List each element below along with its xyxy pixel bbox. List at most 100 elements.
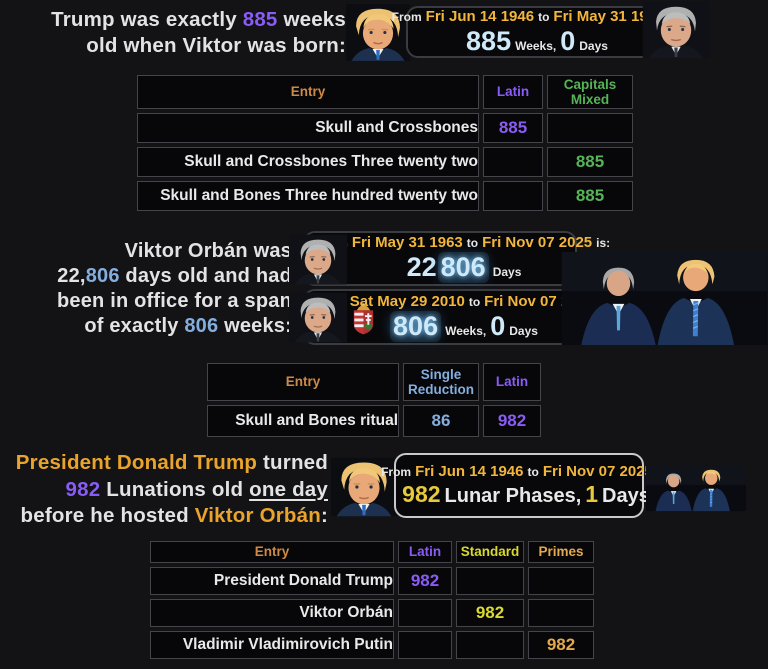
calc-value-days: 1 (585, 481, 599, 507)
highlight-trump-name: President Donald Trump (15, 451, 258, 474)
calc-unit-weeks: Weeks, (445, 323, 487, 338)
entry-cell: Skull and Crossbones (137, 113, 479, 143)
gematria-table-skull-crossbones: Entry Latin Capitals Mixed Skull and Cro… (133, 71, 637, 215)
highlight-806: 806 (184, 315, 219, 337)
hungary-coat-of-arms-icon (351, 302, 376, 336)
calc-to-label: to (538, 9, 550, 24)
single-reduction-value-cell: 86 (403, 405, 479, 437)
capitals-mixed-value-cell: 885 (547, 181, 633, 211)
calc-unit-days: Days (579, 38, 608, 53)
calc-from-date: Fri Jun 14 1946 (425, 7, 535, 25)
latin-value-cell (483, 147, 543, 177)
calc-from-date: Sat May 29 2010 (349, 292, 465, 310)
table-row: Skull and Bones Three hundred twenty two… (137, 181, 633, 211)
standard-value-cell: 982 (456, 599, 524, 627)
gematria-table-982: Entry Latin Standard Primes President Do… (146, 537, 598, 663)
entry-cell: Skull and Bones Three hundred twenty two (137, 181, 479, 211)
entry-cell: President Donald Trump (150, 567, 394, 595)
highlight-885: 885 (242, 8, 278, 31)
latin-value-cell: 885 (483, 113, 543, 143)
entry-cell: Skull and Crossbones Three twenty two (137, 147, 479, 177)
calc-to-date: Fri Nov 07 2025 (542, 463, 653, 480)
latin-value-cell (483, 181, 543, 211)
highlight-982: 982 (65, 477, 101, 501)
column-header-latin: Latin (483, 363, 541, 401)
headline-orban-days: Viktor Orbán was 22,806 days old and had… (10, 239, 292, 339)
date-calculator-lunar-982: From Fri Jun 14 1946 to Fri Nov 07 2025 … (381, 453, 671, 518)
table-row: Skull and Crossbones 885 (137, 113, 633, 143)
entry-cell: Viktor Orbán (150, 599, 394, 627)
calc-unit-days: Days (602, 485, 650, 507)
headline-text: Lunations old (100, 477, 250, 501)
column-header-single-reduction: Single Reduction (403, 363, 479, 401)
headline-text: Viktor Orbán was (124, 240, 292, 262)
underlined-one-day: one day (249, 477, 328, 501)
calc-to-date: Fri May 31 1963 (553, 7, 665, 25)
entry-cell: Skull and Bones ritual (207, 405, 399, 437)
calc-from-label: From (391, 9, 422, 24)
orban-photo (289, 291, 347, 344)
headline-text: old when Viktor was born: (86, 34, 346, 57)
column-header-entry: Entry (150, 541, 394, 563)
calc-value-days: 0 (560, 25, 576, 56)
latin-value-cell (398, 599, 452, 627)
date-calculator-days-22806: From Fri May 31 1963 to Fri Nov 07 2025 … (303, 231, 610, 286)
calc-value-weeks: 885 (466, 25, 512, 56)
headline-text: : (320, 504, 328, 527)
calc-from-date: Fri Jun 14 1946 (415, 463, 524, 480)
headline-trump-lunations: President Donald Trump turned 982 Lunati… (10, 450, 328, 530)
calc-to-label: to (468, 294, 481, 309)
headline-text: of exactly (84, 315, 185, 337)
headline-text: weeks (277, 8, 346, 31)
headline-text: weeks: (218, 315, 292, 337)
calc-value-days-highlight: 806 (437, 252, 489, 283)
table-row: Vladimir Vladimirovich Putin 982 (150, 631, 594, 659)
orban-trump-photo (561, 252, 768, 345)
calc-from-label: From (381, 465, 412, 479)
calc-unit-weeks: Weeks, (515, 38, 557, 53)
headline-trump-weeks: Trump was exactly 885 weeks old when Vik… (10, 7, 346, 59)
highlight-orban-name: Viktor Orbán (194, 504, 321, 527)
date-calculator-weeks-806: From Sat May 29 2010 to Fri Nov 07 2025 … (303, 289, 612, 345)
highlight-806: 806 (85, 265, 120, 287)
headline-text: been in office for a span (56, 290, 292, 312)
orban-photo (289, 233, 347, 286)
column-header-latin: Latin (483, 75, 543, 109)
trump-photo (331, 449, 397, 525)
calc-to-label: to (527, 465, 539, 479)
headline-text: turned (257, 451, 328, 474)
orban-trump-photo (646, 457, 746, 520)
entry-cell: Vladimir Vladimirovich Putin (150, 631, 394, 659)
headline-text: 22, (57, 265, 86, 287)
calc-unit-lunar: Lunar Phases, (444, 485, 582, 507)
column-header-capitals-mixed: Capitals Mixed (547, 75, 633, 109)
column-header-standard: Standard (456, 541, 524, 563)
capitals-mixed-value-cell (547, 113, 633, 143)
calc-value-days: 0 (490, 310, 506, 341)
headline-text: days old and had (119, 265, 292, 287)
gematria-table-skull-bones-ritual: Entry Single Reduction Latin Skull and B… (203, 359, 545, 441)
standard-value-cell (456, 567, 524, 595)
table-row: Skull and Crossbones Three twenty two 88… (137, 147, 633, 177)
headline-text: before he hosted (20, 504, 195, 527)
calc-value-lunar: 982 (402, 481, 441, 507)
column-header-latin: Latin (398, 541, 452, 563)
column-header-entry: Entry (137, 75, 479, 109)
latin-value-cell (398, 631, 452, 659)
latin-value-cell: 982 (483, 405, 541, 437)
table-row: Viktor Orbán 982 (150, 599, 594, 627)
primes-value-cell (528, 599, 594, 627)
standard-value-cell (456, 631, 524, 659)
calc-unit-days: Days (492, 265, 522, 279)
calc-is-label: is: (596, 236, 611, 250)
calc-to-label: to (466, 236, 479, 250)
column-header-entry: Entry (207, 363, 399, 401)
table-row: President Donald Trump 982 (150, 567, 594, 595)
headline-text: Trump was exactly (51, 8, 243, 31)
capitals-mixed-value-cell: 885 (547, 147, 633, 177)
column-header-primes: Primes (528, 541, 594, 563)
calc-to-date: Fri Nov 07 2025 (482, 234, 593, 251)
primes-value-cell: 982 (528, 631, 594, 659)
orban-photo (641, 1, 711, 58)
